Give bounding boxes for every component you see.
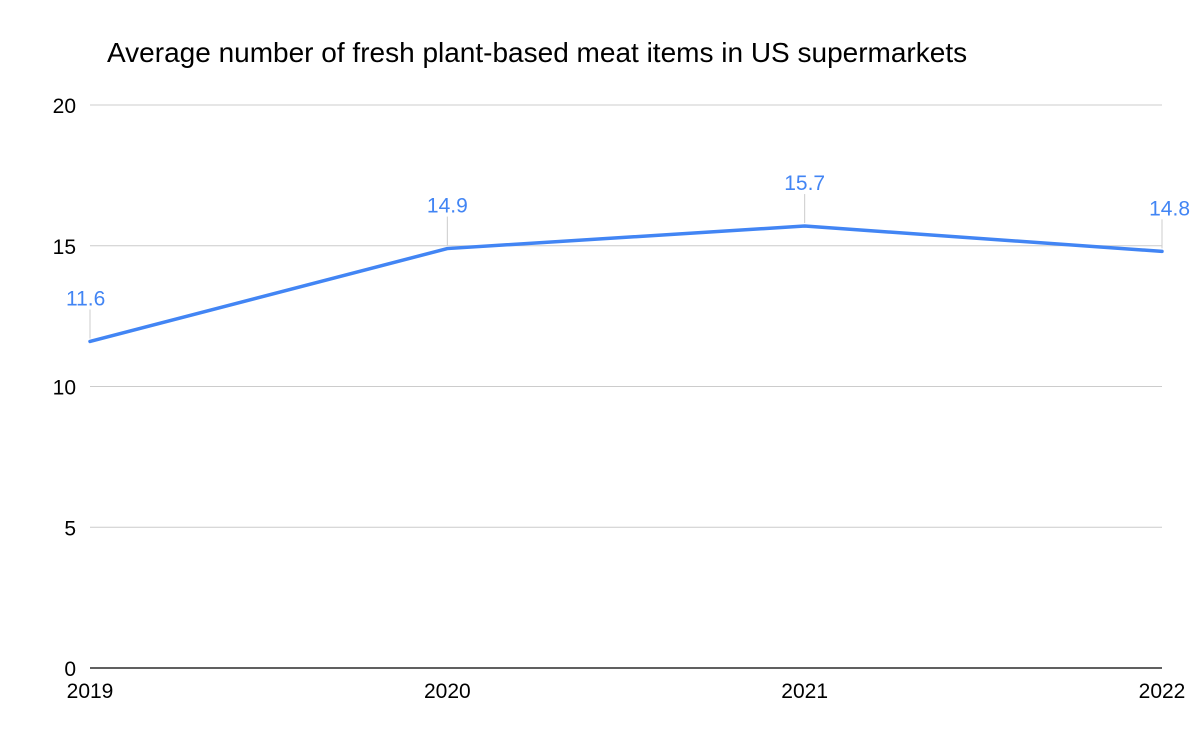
x-tick-label: 2022: [1139, 680, 1186, 703]
data-label: 11.6: [66, 287, 105, 310]
x-tick-label: 2020: [424, 680, 471, 703]
data-label: 14.8: [1149, 197, 1190, 220]
y-tick-label: 0: [64, 658, 76, 681]
data-labels: 11.6 14.9 15.7 14.8: [66, 172, 1190, 339]
data-label: 14.9: [427, 195, 468, 218]
series-line: [88, 224, 1164, 344]
gridlines: [90, 104, 1162, 528]
y-tick-label: 20: [53, 95, 76, 118]
y-tick-label: 15: [53, 236, 76, 259]
chart-title: Average number of fresh plant-based meat…: [107, 37, 967, 68]
y-axis-ticks: 0 5 10 15 20: [53, 95, 76, 681]
series-layer: [88, 224, 1164, 344]
x-tick-label: 2021: [781, 680, 828, 703]
x-tick-label: 2019: [67, 680, 114, 703]
y-tick-label: 10: [53, 377, 76, 400]
x-axis-ticks: 2019 2020 2021 2022: [67, 680, 1186, 703]
y-tick-label: 5: [64, 517, 76, 540]
data-label: 15.7: [784, 172, 825, 195]
